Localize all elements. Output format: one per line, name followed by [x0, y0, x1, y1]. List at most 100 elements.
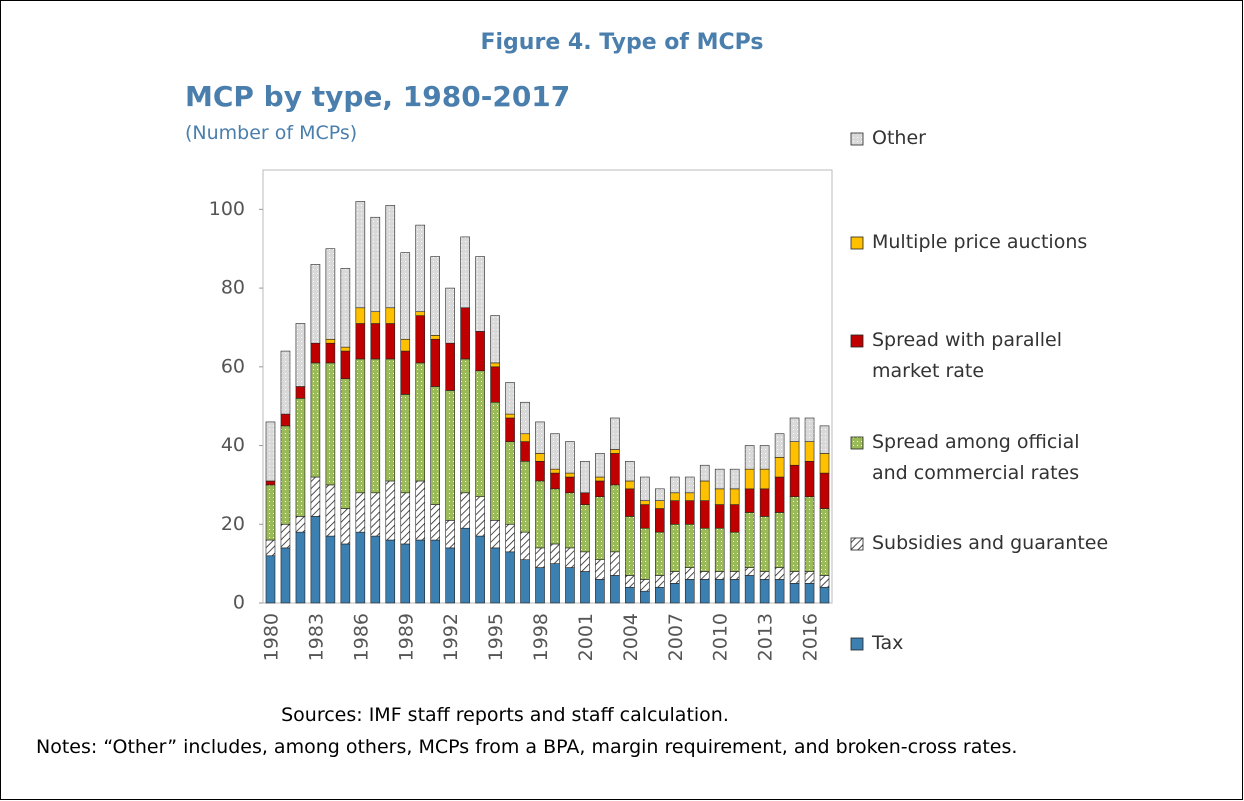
figure-title: Figure 4. Type of MCPs [480, 30, 764, 55]
bar-segment [595, 496, 605, 560]
bar-segment [625, 460, 635, 482]
bar-segment [490, 547, 500, 604]
bar-segment [655, 575, 665, 588]
bar-segment [714, 468, 725, 490]
bar-segment [655, 586, 665, 604]
bar-segment [295, 516, 306, 533]
bar-segment [669, 583, 680, 604]
bar-segment [265, 421, 276, 482]
legend-label: Other [872, 127, 926, 149]
x-tick-label: 2007 [665, 613, 687, 661]
bar-segment [295, 386, 306, 399]
bar-segment [744, 567, 755, 576]
bar-segment [684, 492, 695, 501]
legend-swatch [850, 334, 864, 348]
bar-segment [400, 350, 411, 395]
bar-segment [475, 535, 485, 604]
bar-segment [640, 527, 650, 580]
bar-segment [684, 523, 695, 568]
bar-segment [385, 358, 396, 482]
bar-segment [325, 338, 336, 344]
bar-segment [265, 555, 276, 604]
bar-segment [789, 417, 800, 442]
bar-segment [535, 480, 545, 549]
bar-segment [774, 579, 785, 604]
bar-segment [804, 496, 815, 572]
chart-title: MCP by type, 1980-2017 [185, 80, 571, 113]
bar-segment [415, 362, 426, 482]
legend-swatch [850, 132, 864, 146]
sources: Sources: IMF staff reports and staff cal… [281, 704, 729, 726]
bar-segment [804, 441, 815, 462]
bar-segment [774, 433, 785, 458]
bar-segment [430, 335, 440, 340]
bar-segment [595, 480, 605, 498]
bar-segment [490, 366, 500, 403]
bar-segment [460, 492, 470, 529]
x-tick-label: 2001 [575, 613, 597, 661]
bar-segment [325, 484, 336, 537]
bar-segment [505, 417, 515, 442]
bar-segment [625, 575, 635, 588]
bar-segment [565, 492, 575, 549]
bar-segment [550, 433, 560, 470]
bar-segment [729, 488, 740, 505]
bar-segment [535, 460, 545, 482]
y-tick-label: 60 [221, 355, 245, 377]
bar-segment [445, 547, 455, 604]
bar-segment [505, 382, 515, 415]
y-tick-label: 0 [233, 592, 245, 614]
bar-segment [460, 307, 470, 360]
bar-segment [714, 527, 725, 572]
bar-segment [385, 323, 396, 360]
bar-segment [310, 362, 321, 478]
x-tick-label: 1986 [350, 613, 372, 661]
bar-segment [490, 520, 500, 549]
bar-segment [684, 476, 695, 494]
bar-segment [445, 342, 455, 391]
bar-segment [415, 539, 426, 604]
bar-segment [625, 516, 635, 576]
bar-segment [325, 362, 336, 486]
bar-segment [565, 567, 575, 604]
bar-segment [505, 551, 515, 604]
bar-segment [640, 504, 650, 529]
bar-segment [355, 323, 366, 360]
bar-segment [415, 224, 426, 313]
bar-segment [565, 441, 575, 474]
bar-segment [400, 252, 411, 340]
bar-segment [789, 464, 800, 498]
bar-segment [789, 583, 800, 604]
bar-segment [445, 287, 455, 344]
bar-segment [430, 504, 440, 541]
x-tick-label: 1998 [530, 613, 552, 661]
bar-segment [625, 480, 635, 490]
bar-segment [550, 488, 560, 545]
bar-segment [400, 543, 411, 604]
bar-segment [744, 575, 755, 604]
legend-swatch [850, 236, 864, 250]
y-tick-label: 20 [221, 513, 245, 535]
bar-segment [729, 531, 740, 572]
bar-segment [490, 362, 500, 368]
bar-segment [699, 571, 710, 580]
bar-segment [490, 401, 500, 521]
bar-segment [535, 567, 545, 604]
bar-segment [445, 390, 455, 521]
legend-label: Subsidies and guarantee [872, 532, 1109, 554]
bar-segment [819, 586, 830, 604]
bar-segment [684, 567, 695, 580]
bar-segment [280, 425, 291, 525]
bar-segment [774, 512, 785, 568]
bar-segment [729, 468, 740, 490]
x-tick-label: 1995 [485, 613, 507, 661]
bar-segment [610, 575, 620, 604]
bar-segment [819, 472, 830, 509]
bar-segment [669, 476, 680, 494]
bar-segment [295, 398, 306, 517]
x-tick-label: 1983 [305, 613, 327, 661]
bar-segment [355, 358, 366, 494]
bar-segment [520, 433, 530, 442]
